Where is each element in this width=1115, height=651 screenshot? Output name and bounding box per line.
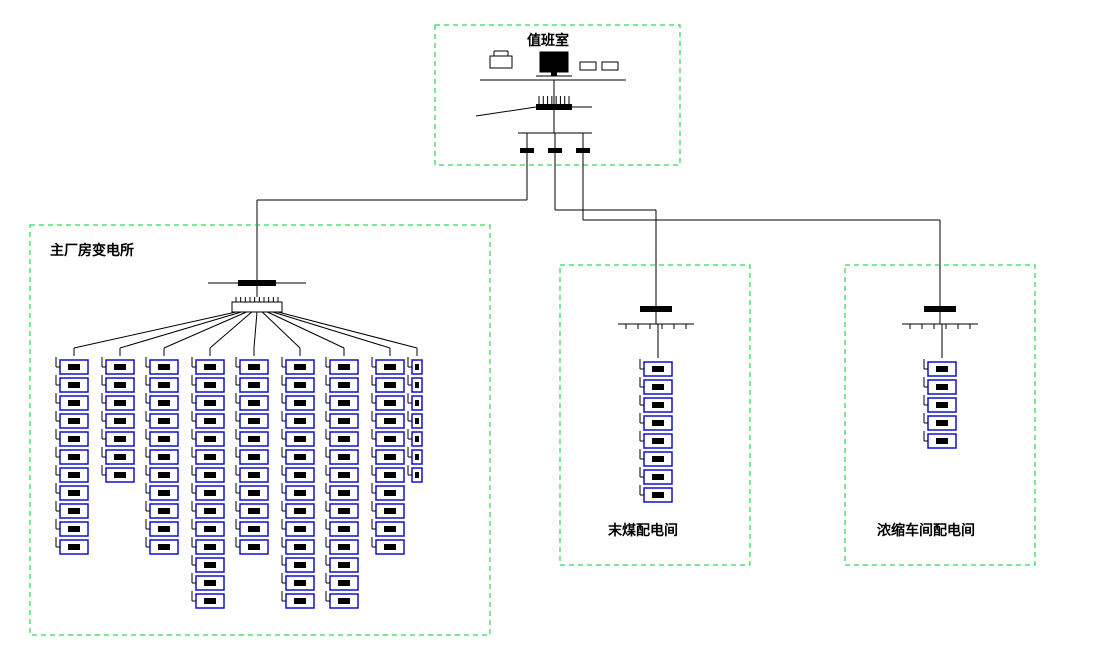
substation-a-box: [30, 225, 490, 635]
printer-icon: [490, 56, 512, 68]
switch-block: [548, 148, 562, 153]
switch-block: [576, 148, 590, 153]
network-diagram: 值班室主厂房变电所末煤配电间 浓缩车间配电间: [0, 0, 1115, 651]
substation-b-hub: [640, 306, 672, 312]
substation-c-hub: [924, 306, 956, 312]
switch-block: [520, 148, 534, 153]
control-room-label: 值班室: [527, 32, 569, 48]
substation-c-label: 浓缩车间配电间: [877, 522, 975, 538]
substation-a-label: 主厂房变电所: [50, 242, 134, 258]
hub-icon: [536, 104, 572, 110]
monitor-icon: [540, 52, 568, 72]
substation-b-label: 末煤配电间: [608, 522, 678, 538]
